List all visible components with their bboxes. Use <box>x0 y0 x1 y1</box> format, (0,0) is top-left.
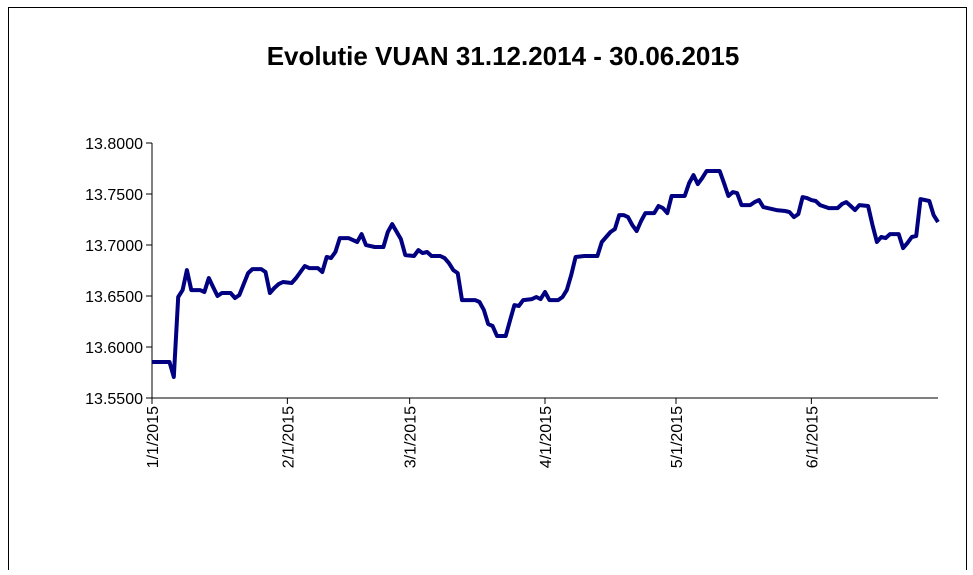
x-tick-label: 5/1/2015 <box>669 406 686 468</box>
y-tick-label: 13.7500 <box>85 187 143 204</box>
y-tick-label: 13.6000 <box>85 340 143 357</box>
x-tick-label: 6/1/2015 <box>804 406 821 468</box>
x-tick-label: 4/1/2015 <box>538 406 555 468</box>
y-tick-label: 13.8000 <box>85 136 143 153</box>
y-tick-label: 13.5500 <box>85 391 143 408</box>
chart-border <box>8 7 967 575</box>
data-line <box>152 169 940 379</box>
y-tick-label: 13.6500 <box>85 289 143 306</box>
x-tick-label: 1/1/2015 <box>145 406 162 468</box>
x-tick-label: 2/1/2015 <box>280 406 297 468</box>
chart-title: Evolutie VUAN 31.12.2014 - 30.06.2015 <box>267 41 740 71</box>
y-tick-label: 13.7000 <box>85 238 143 255</box>
x-tick-label: 3/1/2015 <box>403 406 420 468</box>
